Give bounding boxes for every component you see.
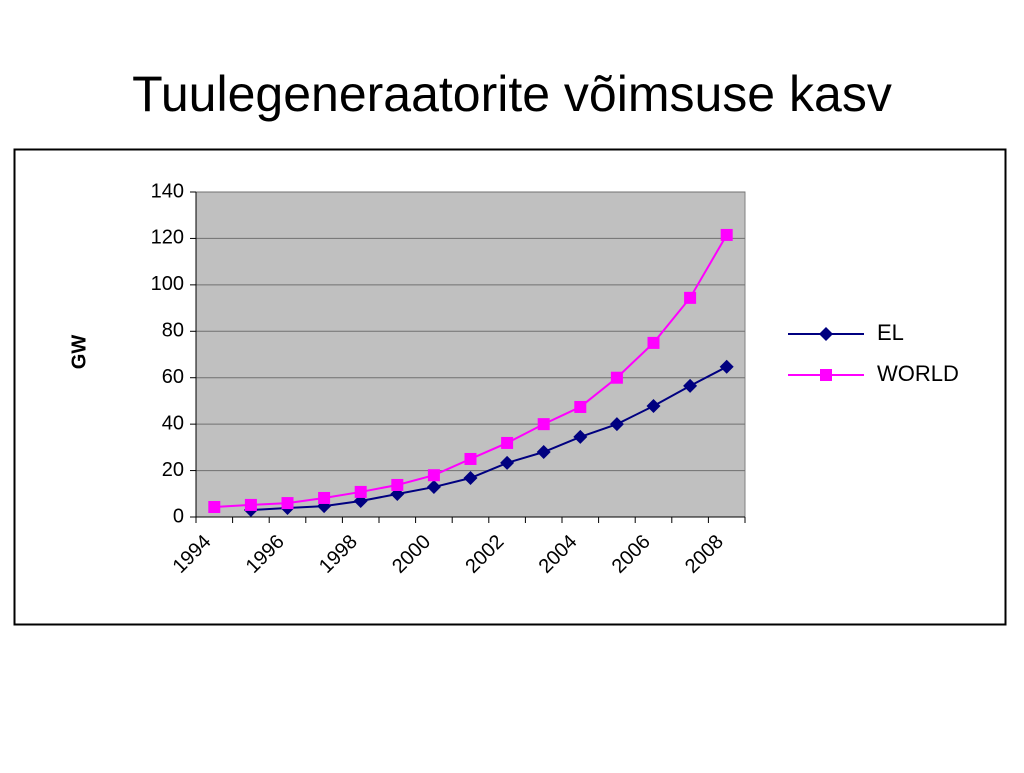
data-point (684, 291, 697, 304)
data-point (463, 471, 478, 485)
data-point (318, 491, 331, 504)
y-tick-label: 140 (151, 180, 184, 202)
data-point (426, 480, 441, 495)
y-tick-label: 80 (162, 320, 184, 342)
legend-marker (819, 327, 833, 341)
data-point (573, 429, 588, 444)
data-point (427, 469, 440, 482)
plot-area (195, 191, 746, 518)
data-point (647, 336, 660, 349)
data-point (719, 359, 734, 374)
legend-label: WORLD (877, 361, 959, 386)
data-point (464, 452, 477, 465)
data-point (610, 371, 623, 384)
y-tick-label: 0 (173, 505, 184, 527)
data-point (720, 228, 733, 241)
legend-label: EL (877, 320, 904, 345)
data-point (281, 497, 294, 510)
y-tick-label: 40 (162, 412, 184, 434)
data-point (574, 400, 587, 413)
data-point (501, 436, 514, 449)
y-tick-label: 20 (162, 459, 184, 481)
data-point (537, 418, 550, 431)
data-point (391, 478, 404, 491)
y-tick-label: 60 (162, 366, 184, 388)
data-point (609, 417, 624, 432)
y-tick-label: 120 (151, 227, 184, 249)
y-axis-label: GW (68, 335, 90, 370)
data-point (683, 378, 698, 393)
legend-marker (820, 369, 832, 381)
data-point (354, 485, 367, 498)
slide-title: Tuulegeneraatorite võimsuse kasv (132, 66, 892, 122)
data-point (208, 501, 221, 514)
data-point (500, 455, 515, 470)
y-tick-label: 100 (151, 273, 184, 295)
data-point (536, 445, 551, 459)
data-point (244, 498, 257, 511)
data-point (646, 399, 661, 414)
